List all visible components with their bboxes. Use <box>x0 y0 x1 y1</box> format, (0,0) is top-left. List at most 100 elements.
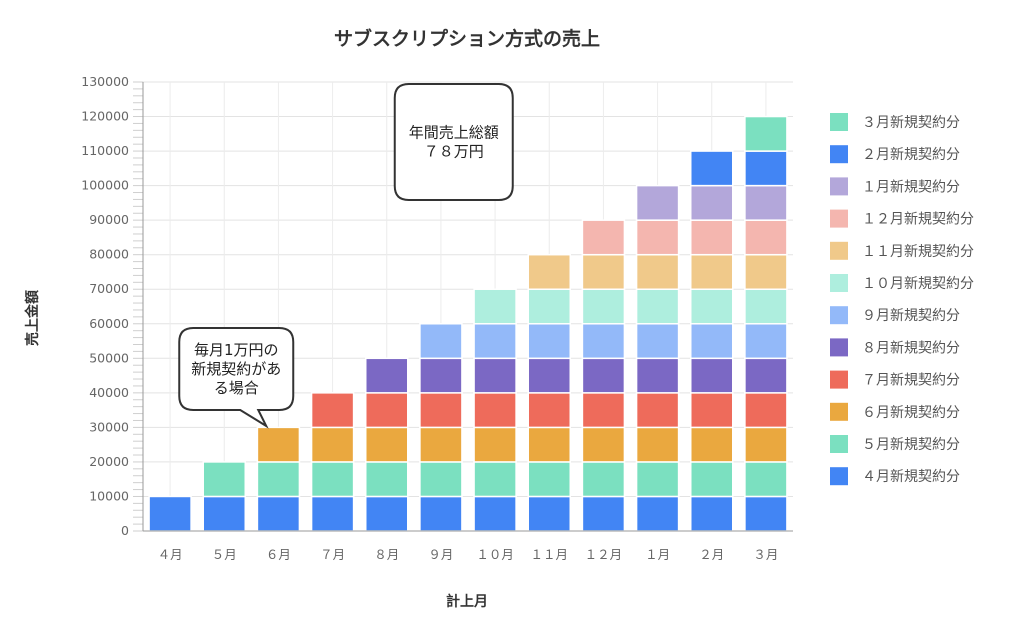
legend-item: ６月新規契約分 <box>830 402 960 421</box>
bar-segment <box>744 253 788 290</box>
annotation-text: る場合 <box>214 379 259 397</box>
y-tick-label: 60000 <box>89 316 129 331</box>
bar-segment <box>744 184 788 221</box>
chart-title: サブスクリプション方式の売上 <box>334 27 600 50</box>
bar-segment <box>744 461 788 498</box>
bar-segment <box>744 426 788 463</box>
legend-item: １２月新規契約分 <box>830 209 974 228</box>
y-tick-label: 130000 <box>81 74 129 89</box>
legend-swatch <box>830 338 848 357</box>
x-tick-label: ３月 <box>753 547 778 562</box>
axes <box>142 82 793 532</box>
bar-segment <box>473 495 517 532</box>
bar-segment <box>581 392 626 429</box>
annotation-text: 年間売上総額 <box>409 124 499 142</box>
bar-segment <box>473 392 517 429</box>
bar-segment <box>690 150 734 187</box>
bar-segment <box>473 426 517 463</box>
y-tick-label: 90000 <box>89 212 129 227</box>
legend-label: ８月新規契約分 <box>862 340 960 356</box>
bar-segment <box>527 495 571 532</box>
bar-segment <box>148 495 192 532</box>
x-tick-label: １２月 <box>585 547 623 562</box>
legend-label: ４月新規契約分 <box>862 469 960 485</box>
bar-segment <box>635 253 680 290</box>
annotation-text: ７８万円 <box>424 143 484 161</box>
bar-segment <box>365 426 409 463</box>
bar-segment <box>527 323 571 360</box>
y-tick-label: 110000 <box>81 143 129 158</box>
bar-segment <box>635 323 680 360</box>
x-tick-label: １月 <box>645 547 670 562</box>
bar-segment <box>690 253 734 290</box>
bar-segment <box>744 115 788 152</box>
bar-segment <box>581 288 626 325</box>
bar-segment <box>365 461 409 498</box>
bar-segment <box>419 357 463 394</box>
bar-segment <box>419 426 463 463</box>
bar-segment <box>635 495 680 532</box>
legend-swatch <box>830 306 848 325</box>
bar-segment <box>635 392 680 429</box>
legend-item: ５月新規契約分 <box>830 435 960 453</box>
bar-segment <box>690 288 734 325</box>
y-tick-label: 80000 <box>89 247 129 262</box>
bar-segment <box>473 288 517 325</box>
bar-segment <box>527 288 571 325</box>
legend-label: ２月新規契約分 <box>862 147 960 163</box>
x-axis-ticks: ４月 ５月 ６月 ７月 ８月 ９月 １０月 １１月 １２月 １月 ２月 ３月 <box>158 547 779 562</box>
legend-item: ８月新規契約分 <box>830 338 960 357</box>
x-tick-label: １０月 <box>476 547 514 562</box>
bar-segment <box>690 392 734 429</box>
bar-segment <box>635 461 680 498</box>
bar-segment <box>744 495 788 532</box>
bar-segment <box>365 357 409 394</box>
bar-segment <box>581 219 626 256</box>
annotation-text: 新規契約があ <box>191 360 281 378</box>
bar-segment <box>256 461 301 498</box>
legend-item: ７月新規契約分 <box>830 370 960 389</box>
legend-label: ６月新規契約分 <box>862 405 960 421</box>
bar-segment <box>581 253 626 290</box>
bar-segment <box>744 323 788 360</box>
bar-segment <box>365 495 409 532</box>
x-tick-label: ８月 <box>374 547 399 562</box>
bar-segment <box>744 392 788 429</box>
legend-item: １月新規契約分 <box>830 177 960 196</box>
bar-segment <box>635 219 680 256</box>
bar-segment <box>635 357 680 394</box>
legend-item: ２月新規契約分 <box>830 145 960 164</box>
legend-swatch <box>830 274 848 292</box>
bar-segment <box>690 426 734 463</box>
y-axis-title: 売上金額 <box>24 290 41 346</box>
bar-segment <box>256 495 301 532</box>
bars <box>148 115 788 532</box>
annotation-box <box>178 327 295 429</box>
bar-segment <box>744 288 788 325</box>
bar-segment <box>744 219 788 256</box>
bar-segment <box>473 461 517 498</box>
legend-swatch <box>830 370 848 389</box>
annotation-text: 毎月1万円の <box>194 341 279 359</box>
legend-label: ７月新規契約分 <box>862 373 960 389</box>
bar-segment <box>527 357 571 394</box>
legend-label: １２月新規契約分 <box>862 212 974 228</box>
x-tick-label: ２月 <box>699 547 724 562</box>
bar-segment <box>581 426 626 463</box>
legend-label: １月新規契約分 <box>862 179 960 195</box>
y-tick-label: 100000 <box>81 178 129 193</box>
y-tick-label: 70000 <box>89 281 129 296</box>
x-tick-label: ４月 <box>158 547 183 562</box>
bar-segment <box>581 461 626 498</box>
x-tick-label: ９月 <box>428 547 453 562</box>
legend-swatch <box>830 177 848 196</box>
legend: ３月新規契約分 ２月新規契約分 １月新規契約分 １２月新規契約分 １１月新規契約分 １０月… <box>830 113 974 486</box>
legend-label: ５月新規契約分 <box>862 437 960 453</box>
bar-segment <box>635 288 680 325</box>
bar-segment <box>690 357 734 394</box>
bar-segment <box>310 461 355 498</box>
legend-item: ３月新規契約分 <box>830 113 960 131</box>
bar-segment <box>581 495 626 532</box>
bar-segment <box>419 495 463 532</box>
